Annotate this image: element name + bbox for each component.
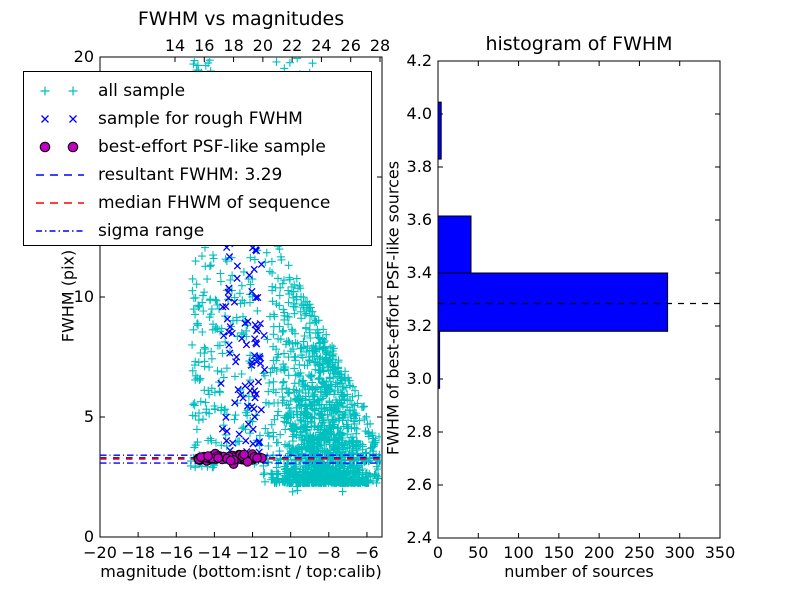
scatter-all-sample-low-outliers	[288, 472, 358, 496]
right-plot-ytick-label: 3.8	[407, 157, 432, 176]
right-yaxis-label: FWHM of best-effort PSF-like sources	[383, 160, 403, 456]
legend-marker-circle-icon	[39, 141, 79, 153]
left-plot-xtick-label: −12	[236, 543, 270, 562]
scatter-rough-fwhm-strand-1	[217, 231, 246, 463]
legend-label: sigma range	[98, 221, 205, 241]
right-plot-xtick-label: 100	[503, 543, 534, 562]
legend-row-5: sigma range	[24, 217, 371, 245]
left-plot-top-xtick-label: 28	[370, 36, 390, 55]
legend-marker-dashed-line-icon	[36, 174, 84, 176]
right-plot-ytick-label: 2.6	[407, 475, 432, 494]
legend-row-4: median FHWM of sequence	[24, 189, 371, 217]
hist-bar-1	[437, 272, 669, 332]
left-plot-ytick-label: 5	[84, 407, 94, 426]
left-plot-ytick-label: 0	[84, 527, 94, 546]
scatter-rough-fwhm-strand-2	[239, 217, 269, 456]
hist-bar-4	[437, 101, 442, 160]
left-plot-xtick-label: −20	[83, 543, 117, 562]
legend-label: best-effort PSF-like sample	[98, 137, 326, 157]
left-plot-top-xtick-label: 14	[165, 36, 185, 55]
left-plot-ytick-label: 10	[74, 287, 94, 306]
left-plot-title: FWHM vs magnitudes	[137, 8, 345, 30]
left-plot-top-xtick-label: 24	[311, 36, 331, 55]
left-plot-top-xtick-label: 22	[282, 36, 302, 55]
left-plot-top-xtick-label: 20	[253, 36, 273, 55]
left-plot-xtick-label: −8	[317, 543, 341, 562]
right-plot-ytick-label: 2.8	[407, 422, 432, 441]
left-plot-ytick-label: 20	[74, 47, 94, 66]
left-xaxis-label: magnitude (bottom:isnt / top:calib)	[100, 562, 382, 581]
legend-label: all sample	[98, 81, 186, 101]
right-plot-ytick-label: 3.2	[407, 316, 432, 335]
hist-bar-2	[437, 215, 472, 274]
right-plot-xtick-label: 50	[468, 543, 488, 562]
right-plot-ytick-label: 3.4	[407, 263, 432, 282]
right-plot-xtick-label: 350	[705, 543, 736, 562]
left-plot-xtick-label: −14	[198, 543, 232, 562]
left-plot-xtick-label: −6	[355, 543, 379, 562]
legend-marker-plus-icon	[40, 86, 78, 96]
legend-label: sample for rough FWHM	[98, 109, 303, 129]
left-yaxis-label: FWHM (pix)	[58, 249, 78, 343]
right-plot-ytick-label: 4.0	[407, 104, 432, 123]
right-plot-title: histogram of FWHM	[485, 33, 673, 55]
right-plot-ytick-label: 3.0	[407, 369, 432, 388]
legend-marker-cross-icon	[41, 115, 77, 123]
left-plot-xtick-label: −16	[159, 543, 193, 562]
left-plot-top-xtick-label: 18	[223, 36, 243, 55]
legend-row-1: sample for rough FWHM	[24, 105, 371, 133]
right-plot-xtick-label: 150	[544, 543, 575, 562]
scatter-all-sample-cloud	[259, 228, 382, 487]
right-plot-xtick-label: 250	[624, 543, 655, 562]
right-plot-ytick-label: 4.2	[407, 51, 432, 70]
right-plot-xtick-label: 300	[664, 543, 695, 562]
left-plot-top-xtick-label: 16	[194, 36, 214, 55]
hist-bar-0	[437, 330, 441, 389]
left-plot-xtick-label: −18	[121, 543, 155, 562]
left-plot-xtick-label: −10	[274, 543, 308, 562]
scatter-psf-like-sample	[193, 448, 267, 469]
legend-row-0: all sample	[24, 77, 371, 105]
legend-row-3: resultant FWHM: 3.29	[24, 161, 371, 189]
right-plot-ytick-label: 2.4	[407, 528, 432, 547]
right-plot-xtick-label: 0	[433, 543, 443, 562]
legend-label: resultant FWHM: 3.29	[98, 165, 283, 185]
legend: all sample sample for rough FWHM best-effo…	[23, 71, 372, 246]
right-plot-ytick-label: 3.6	[407, 210, 432, 229]
right-plot-xtick-label: 200	[584, 543, 615, 562]
legend-marker-dashed-line-icon	[36, 202, 84, 204]
right-plot-data	[437, 101, 720, 389]
legend-row-2: best-effort PSF-like sample	[24, 133, 371, 161]
legend-marker-dashdot-line-icon	[36, 230, 84, 232]
legend-label: median FHWM of sequence	[98, 193, 331, 213]
right-xaxis-label: number of sources	[504, 562, 654, 581]
left-plot-top-xtick-label: 26	[341, 36, 361, 55]
